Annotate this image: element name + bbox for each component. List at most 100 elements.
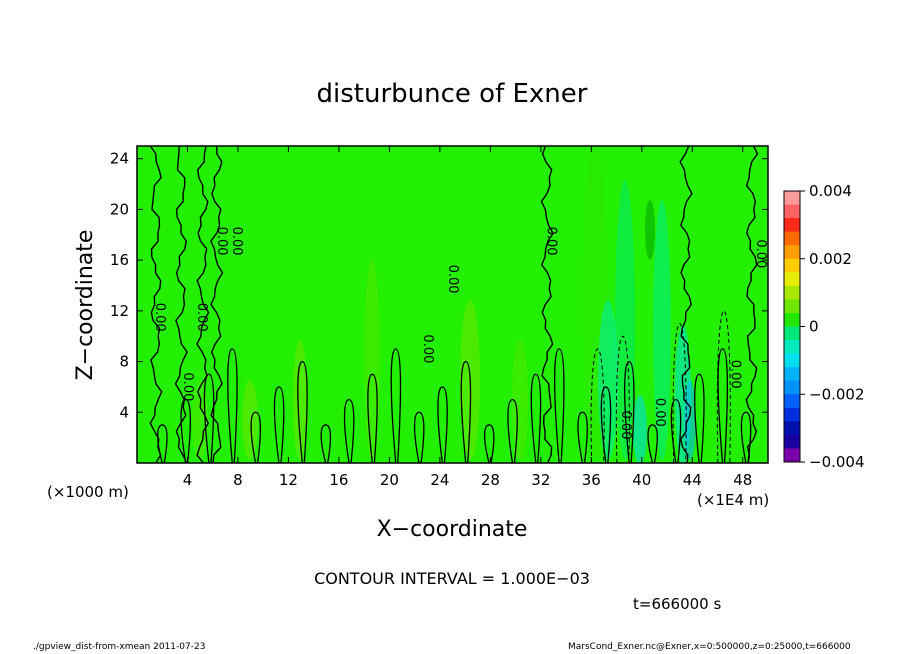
contour-label: 0.00 bbox=[214, 227, 229, 256]
x-tick-label: 12 bbox=[279, 471, 298, 489]
footer-right: MarsCond_Exner.nc@Exner,x=0:500000,z=0:2… bbox=[568, 642, 851, 652]
contour-line bbox=[483, 424, 495, 463]
contour-line bbox=[679, 146, 693, 463]
contour-line bbox=[745, 146, 759, 463]
x-scale-label: (×1E4 m) bbox=[697, 491, 769, 509]
contour-interval-label: CONTOUR INTERVAL = 1.000E−03 bbox=[314, 569, 590, 588]
contour-label: 0.00 bbox=[194, 303, 209, 332]
contour-line bbox=[413, 411, 425, 463]
contour-label: 0.00 bbox=[445, 265, 460, 294]
contour-line bbox=[577, 411, 588, 463]
x-tick-label: 28 bbox=[481, 471, 500, 489]
x-unit-label: (×1000 m) bbox=[47, 483, 129, 501]
x-tick-label: 44 bbox=[683, 471, 702, 489]
contour-line bbox=[180, 398, 192, 463]
contour-line bbox=[149, 146, 163, 463]
x-tick-label: 16 bbox=[329, 471, 348, 489]
colorbar-swatch bbox=[784, 299, 800, 314]
plot-area: 0.00 0.000.00 0.000.000.000.000.000.00 0.00… bbox=[110, 145, 769, 489]
field-anomaly bbox=[633, 395, 647, 463]
contour-label: 0.00 bbox=[420, 334, 435, 363]
colorbar-swatch bbox=[784, 272, 800, 287]
x-axis-ticks: 4 8 12 16 20 24 28 32 36 40 44 48 bbox=[183, 146, 752, 489]
x-tick-label: 36 bbox=[582, 471, 601, 489]
colorbar-swatch bbox=[784, 231, 800, 246]
chart-title: disturbunce of Exner bbox=[317, 79, 588, 109]
contour-line bbox=[210, 146, 224, 463]
contour-line bbox=[367, 373, 378, 463]
x-tick-label: 8 bbox=[233, 471, 243, 489]
colorbar-tick-label: 0 bbox=[809, 318, 819, 336]
colorbar-tick-label: −0.004 bbox=[809, 453, 865, 471]
contour-line bbox=[196, 146, 210, 463]
x-tick-label: 24 bbox=[430, 471, 449, 489]
contour-line-negative bbox=[672, 323, 687, 463]
field-anomaly bbox=[364, 260, 380, 460]
plot-background bbox=[137, 146, 768, 463]
colorbar-swatch bbox=[784, 448, 800, 463]
colorbar-tick-label: 0.002 bbox=[809, 250, 852, 268]
contour-line bbox=[530, 373, 542, 463]
field-anomaly bbox=[684, 380, 696, 460]
contour-line bbox=[694, 373, 705, 463]
x-tick-label: 32 bbox=[531, 471, 550, 489]
contour-line bbox=[540, 146, 554, 463]
colorbar-swatch bbox=[784, 434, 800, 449]
field-anomalies bbox=[192, 146, 696, 463]
x-tick-label: 48 bbox=[733, 471, 752, 489]
x-tick-label: 40 bbox=[632, 471, 651, 489]
contour-label: 0.00 bbox=[652, 398, 667, 427]
contour-line bbox=[437, 386, 448, 463]
colorbar-swatch bbox=[784, 340, 800, 355]
colorbar-swatch bbox=[784, 285, 800, 300]
colorbar-swatch bbox=[784, 326, 800, 341]
contour-label: 0.00 bbox=[229, 227, 244, 256]
contour-lines bbox=[149, 146, 759, 463]
y-tick-label: 4 bbox=[119, 403, 129, 421]
colorbar-swatch bbox=[784, 380, 800, 395]
field-anomaly bbox=[242, 380, 258, 460]
colorbar-swatch bbox=[784, 245, 800, 260]
colorbar-swatch bbox=[784, 353, 800, 368]
contour-line bbox=[157, 424, 168, 463]
colorbar-swatch bbox=[784, 407, 800, 422]
footer-left: ./gpview_dist-from-xmean 2011-07-23 bbox=[33, 642, 206, 652]
field-anomaly bbox=[653, 200, 671, 460]
colorbar-swatch bbox=[784, 218, 800, 233]
colorbar-swatch bbox=[784, 367, 800, 382]
y-tick-label: 20 bbox=[110, 200, 129, 218]
contour-line bbox=[343, 398, 355, 463]
contour-line bbox=[554, 348, 565, 463]
colorbar-tick-label: −0.002 bbox=[809, 385, 865, 403]
contour-line bbox=[273, 386, 285, 463]
field-anomaly bbox=[645, 200, 655, 260]
y-tick-label: 12 bbox=[110, 302, 129, 320]
contour-line bbox=[390, 348, 402, 463]
y-axis-ticks: 4 8 12 16 20 24 bbox=[110, 150, 768, 421]
contour-line bbox=[174, 146, 188, 463]
field-anomaly bbox=[615, 180, 635, 460]
y-tick-label: 16 bbox=[110, 251, 129, 269]
contour-label: 0.00 bbox=[543, 227, 558, 256]
plot-frame bbox=[136, 145, 769, 464]
contour-label: 0.00 bbox=[180, 372, 195, 401]
contour-line bbox=[647, 424, 658, 463]
time-label: t=666000 s bbox=[633, 595, 721, 613]
contour-line bbox=[600, 386, 612, 463]
x-tick-label: 20 bbox=[380, 471, 399, 489]
colorbar-swatch bbox=[784, 421, 800, 436]
field-anomaly bbox=[293, 340, 307, 460]
colorbar-swatch bbox=[784, 191, 800, 206]
contour-label: 0.00 bbox=[728, 360, 743, 389]
contour-line-negative bbox=[590, 348, 605, 463]
contour-label: 0.00 bbox=[152, 303, 167, 332]
x-axis-title: X−coordinate bbox=[377, 517, 528, 542]
contour-line bbox=[297, 360, 308, 463]
contour-line bbox=[624, 360, 635, 463]
contour-labels: 0.00 0.000.00 0.000.000.000.000.000.00 0.00… bbox=[152, 227, 768, 440]
contour-line bbox=[250, 411, 262, 463]
field-anomaly bbox=[598, 300, 618, 460]
contour-line bbox=[320, 424, 332, 463]
colorbar-tick-label: 0.004 bbox=[809, 182, 852, 200]
